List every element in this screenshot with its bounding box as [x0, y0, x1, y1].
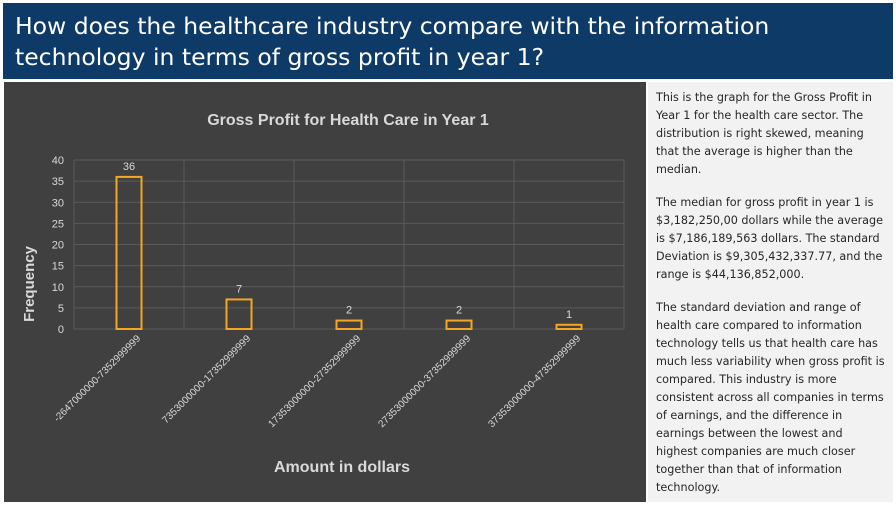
bar	[115, 175, 143, 331]
y-axis-label: Frequency	[21, 245, 38, 322]
y-tick-label: 10	[52, 282, 64, 294]
data-label: 2	[346, 305, 352, 317]
description-paragraph-2: The median for gross profit in year 1 is…	[656, 196, 884, 281]
data-label: 36	[123, 161, 135, 173]
y-tick-label: 20	[52, 240, 64, 252]
x-tick-label: 17353000000-27352999999	[266, 333, 363, 430]
bars	[115, 175, 583, 331]
data-label: 1	[566, 309, 572, 321]
y-tick-label: 35	[52, 176, 64, 188]
y-axis-ticks: 0 5 10 15 20 25 30 35 40	[52, 155, 64, 336]
data-label: 2	[456, 305, 462, 317]
y-tick-label: 25	[52, 218, 64, 230]
bar	[555, 323, 583, 330]
x-tick-label: 37353000000-47352999999	[486, 333, 583, 430]
y-tick-label: 15	[52, 261, 64, 273]
description-panel: This is the graph for the Gross Profit i…	[648, 82, 893, 502]
bar	[225, 298, 253, 331]
y-tick-label: 30	[52, 197, 64, 209]
x-tick-label: 7353000000-17352999999	[160, 333, 253, 426]
y-tick-label: 40	[52, 155, 64, 167]
x-tick-label: 27353000000-37352999999	[376, 333, 473, 430]
description-paragraph-3: The standard deviation and range of heal…	[656, 301, 885, 494]
y-tick-label: 0	[58, 324, 64, 336]
page-title: How does the healthcare industry compare…	[15, 12, 770, 71]
y-tick-label: 5	[58, 303, 64, 315]
x-tick-label: -2647000000-7352999999	[52, 333, 143, 424]
title-banner: How does the healthcare industry compare…	[3, 3, 893, 79]
data-label: 7	[236, 283, 242, 295]
bar	[335, 319, 363, 331]
histogram-chart: Gross Profit for Health Care in Year 1 0…	[21, 112, 625, 476]
chart-panel: Gross Profit for Health Care in Year 1 0…	[4, 82, 646, 502]
bar	[445, 319, 473, 331]
data-labels: 36 7 2 2 1	[123, 161, 572, 321]
x-axis-label: Amount in dollars	[274, 459, 410, 476]
gridlines	[73, 159, 625, 330]
chart-title: Gross Profit for Health Care in Year 1	[207, 112, 489, 129]
x-axis-ticks: -2647000000-7352999999 7353000000-1735299…	[52, 333, 583, 430]
description-paragraph-1: This is the graph for the Gross Profit i…	[656, 91, 873, 176]
